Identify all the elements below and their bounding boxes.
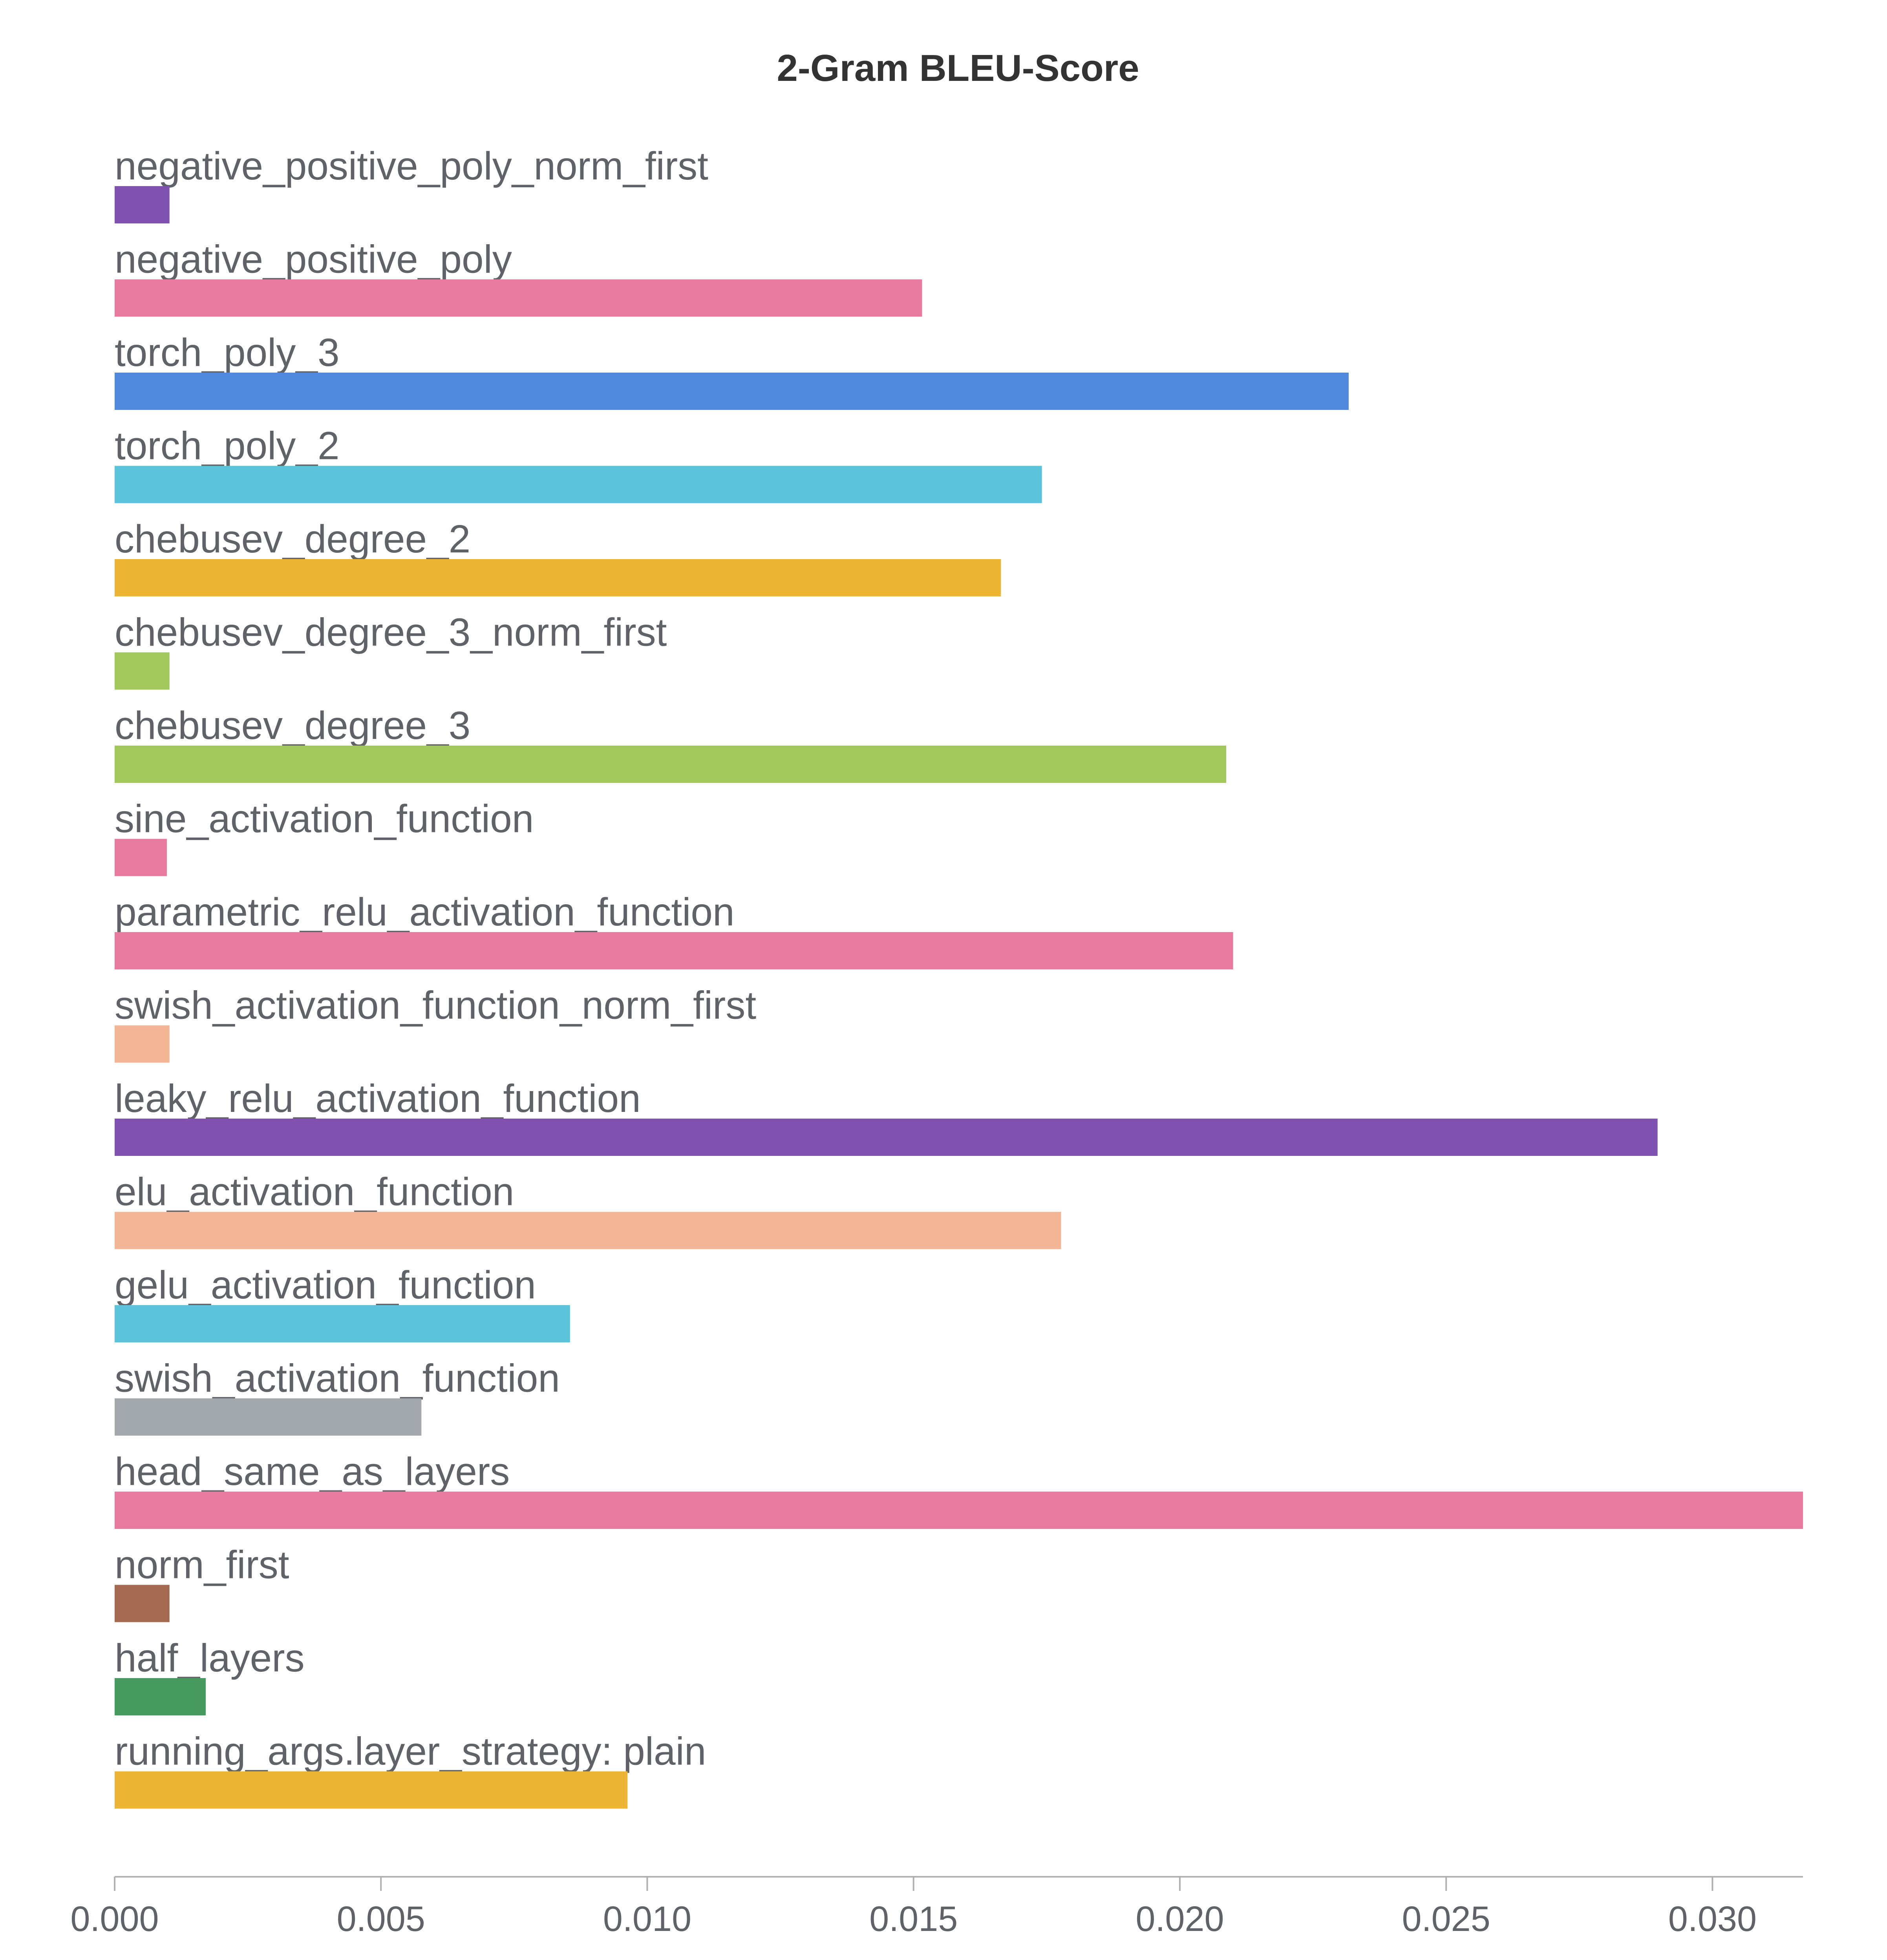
- bar-label: norm_first: [115, 1543, 289, 1587]
- bar[interactable]: [115, 1119, 1658, 1156]
- bar-label: chebusev_degree_3_norm_first: [115, 611, 667, 655]
- bar[interactable]: [115, 1398, 422, 1436]
- bar[interactable]: [115, 839, 167, 876]
- bar-label: swish_activation_function: [115, 1357, 560, 1401]
- x-tick-label: 0.020: [1135, 1900, 1224, 1939]
- bar-label: running_args.layer_strategy: plain: [115, 1730, 706, 1774]
- bar[interactable]: [115, 1212, 1061, 1249]
- bar[interactable]: [115, 1771, 628, 1809]
- bar-label: chebusev_degree_3: [115, 704, 470, 748]
- bar-label: sine_activation_function: [115, 797, 534, 841]
- x-axis: 0.000 0.005 0.010 0.015 0.020 0.025 0.030: [70, 1876, 1803, 1939]
- x-tick-label: 0.030: [1668, 1900, 1757, 1939]
- bar[interactable]: [115, 746, 1226, 783]
- x-tick-label: 0.000: [70, 1900, 159, 1939]
- bar-label: head_same_as_layers: [115, 1450, 510, 1494]
- bar-label: parametric_relu_activation_function: [115, 890, 735, 934]
- bar[interactable]: [115, 373, 1349, 410]
- bar[interactable]: [115, 559, 1001, 596]
- bar-label: chebusev_degree_2: [115, 517, 470, 561]
- bars-group: negative_positive_poly_norm_firstnegativ…: [115, 144, 1803, 1809]
- x-tick-label: 0.015: [869, 1900, 958, 1939]
- bar[interactable]: [115, 1025, 170, 1063]
- bar[interactable]: [115, 186, 170, 223]
- bar-label: elu_activation_function: [115, 1170, 514, 1214]
- bar-label: gelu_activation_function: [115, 1263, 536, 1307]
- bar-label: negative_positive_poly_norm_first: [115, 144, 708, 188]
- bar-label: torch_poly_3: [115, 331, 340, 375]
- x-tick-label: 0.005: [337, 1900, 425, 1939]
- bar-label: negative_positive_poly: [115, 238, 512, 282]
- bar-label: swish_activation_function_norm_first: [115, 984, 756, 1028]
- bar[interactable]: [115, 932, 1233, 969]
- bar-label: half_layers: [115, 1636, 305, 1680]
- bar[interactable]: [115, 279, 922, 317]
- chart-title: 2-Gram BLEU-Score: [777, 47, 1139, 89]
- bar[interactable]: [115, 1585, 170, 1622]
- bar[interactable]: [115, 466, 1042, 503]
- bar[interactable]: [115, 1678, 206, 1715]
- x-tick-label: 0.025: [1402, 1900, 1490, 1939]
- bar-label: torch_poly_2: [115, 424, 340, 468]
- bar-label: leaky_relu_activation_function: [115, 1077, 641, 1121]
- bar[interactable]: [115, 1492, 1803, 1529]
- x-tick-label: 0.010: [603, 1900, 691, 1939]
- bar[interactable]: [115, 652, 170, 690]
- bar[interactable]: [115, 1305, 570, 1342]
